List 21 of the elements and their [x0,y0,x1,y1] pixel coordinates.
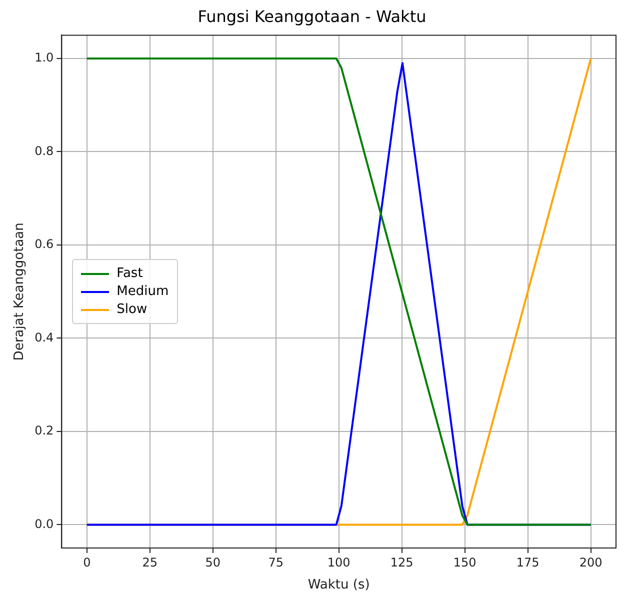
legend-label: Fast [116,266,143,282]
x-tick-label: 50 [205,555,220,570]
x-tick-label: 25 [142,555,158,570]
x-axis-title: Waktu (s) [308,578,370,593]
x-tick-label: 0 [83,555,91,570]
x-tick-label: 175 [516,555,540,570]
y-tick-label: 0.2 [34,424,54,438]
x-tick-label: 125 [390,555,414,570]
x-tick-label: 150 [453,555,476,570]
y-tick-label: 0.4 [34,330,54,344]
y-tick-label: 0.0 [34,516,54,531]
y-tick-label: 0.8 [34,144,54,158]
y-axis-title: Derajat Keanggotaan [12,222,28,361]
legend-label: Slow [116,302,148,318]
x-tick-label: 75 [268,555,284,570]
legend-label: Medium [116,284,169,300]
y-tick-label: 1.0 [34,50,54,65]
chart-title: Fungsi Keanggotaan - Waktu [198,6,426,26]
x-tick-label: 200 [579,555,602,570]
y-tick-label: 0.6 [34,237,54,252]
x-tick-label: 100 [327,555,350,570]
